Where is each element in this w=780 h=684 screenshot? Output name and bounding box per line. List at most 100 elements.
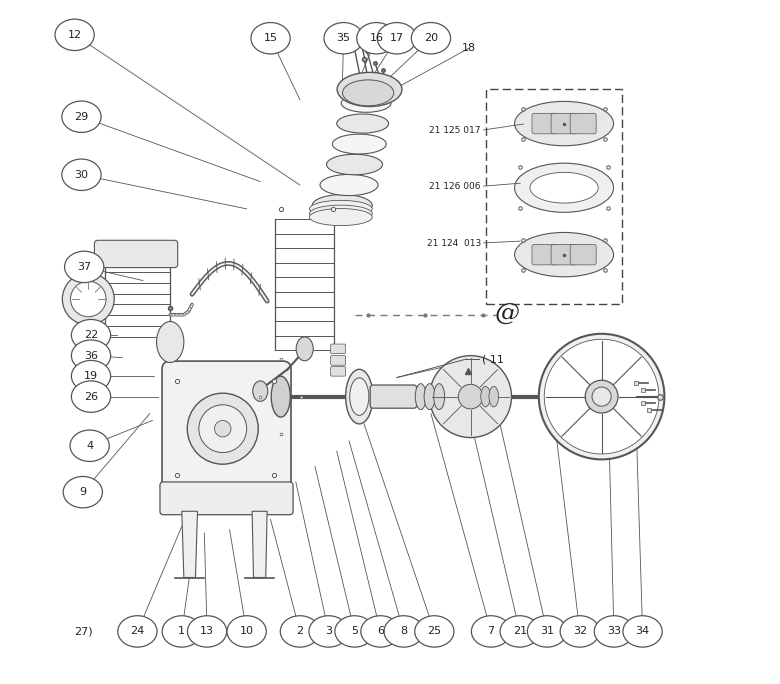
- Text: 21 124  013: 21 124 013: [427, 239, 480, 248]
- Text: 8: 8: [400, 627, 407, 636]
- Ellipse shape: [434, 384, 445, 410]
- Ellipse shape: [118, 616, 157, 647]
- Ellipse shape: [530, 172, 598, 203]
- Ellipse shape: [63, 477, 102, 508]
- Ellipse shape: [332, 134, 386, 154]
- Ellipse shape: [65, 251, 104, 282]
- Text: 19: 19: [84, 371, 98, 381]
- Text: 13: 13: [200, 627, 214, 636]
- Ellipse shape: [251, 23, 290, 54]
- Text: @: @: [495, 303, 520, 326]
- FancyBboxPatch shape: [331, 356, 346, 365]
- Text: 22: 22: [84, 330, 98, 340]
- Circle shape: [459, 384, 483, 409]
- Ellipse shape: [312, 194, 372, 216]
- Text: 16: 16: [370, 34, 383, 43]
- FancyBboxPatch shape: [162, 361, 291, 497]
- Ellipse shape: [310, 209, 372, 226]
- Ellipse shape: [560, 616, 599, 647]
- Ellipse shape: [515, 101, 614, 146]
- Text: 24: 24: [130, 627, 144, 636]
- Ellipse shape: [271, 376, 290, 417]
- FancyBboxPatch shape: [331, 367, 346, 376]
- Text: 20: 20: [424, 34, 438, 43]
- Ellipse shape: [72, 381, 111, 412]
- Ellipse shape: [527, 616, 566, 647]
- Ellipse shape: [349, 378, 369, 415]
- Ellipse shape: [324, 23, 363, 54]
- Ellipse shape: [356, 23, 396, 54]
- Ellipse shape: [335, 616, 374, 647]
- FancyBboxPatch shape: [551, 114, 577, 134]
- Ellipse shape: [500, 616, 539, 647]
- Circle shape: [70, 281, 106, 317]
- Ellipse shape: [310, 200, 372, 218]
- Circle shape: [544, 339, 659, 454]
- Text: 31: 31: [540, 627, 554, 636]
- Text: 1: 1: [179, 627, 186, 636]
- Ellipse shape: [480, 386, 491, 407]
- FancyBboxPatch shape: [551, 244, 577, 265]
- Text: 6: 6: [377, 627, 384, 636]
- Ellipse shape: [157, 321, 184, 363]
- Ellipse shape: [72, 340, 111, 371]
- Polygon shape: [182, 511, 197, 577]
- Ellipse shape: [227, 616, 266, 647]
- Ellipse shape: [253, 381, 268, 402]
- Ellipse shape: [320, 174, 378, 196]
- Ellipse shape: [384, 616, 424, 647]
- Circle shape: [592, 387, 612, 406]
- Ellipse shape: [515, 233, 614, 277]
- Text: 3: 3: [325, 627, 332, 636]
- Text: 29: 29: [74, 111, 89, 122]
- Circle shape: [430, 356, 512, 438]
- FancyBboxPatch shape: [160, 482, 293, 514]
- Text: 17: 17: [390, 34, 404, 43]
- Text: 21 125 017: 21 125 017: [429, 126, 480, 135]
- Ellipse shape: [515, 163, 614, 212]
- Text: 12: 12: [68, 30, 82, 40]
- Ellipse shape: [346, 369, 373, 424]
- Ellipse shape: [162, 616, 201, 647]
- Ellipse shape: [62, 159, 101, 190]
- Text: 26: 26: [84, 392, 98, 402]
- Ellipse shape: [411, 23, 451, 54]
- FancyBboxPatch shape: [370, 385, 417, 408]
- Ellipse shape: [594, 616, 633, 647]
- Ellipse shape: [415, 616, 454, 647]
- Ellipse shape: [471, 616, 511, 647]
- Text: ( 11: ( 11: [482, 354, 504, 364]
- Ellipse shape: [337, 73, 402, 107]
- Ellipse shape: [55, 19, 94, 51]
- FancyBboxPatch shape: [532, 114, 558, 134]
- Ellipse shape: [310, 205, 372, 222]
- Text: 18: 18: [462, 44, 476, 53]
- Ellipse shape: [62, 101, 101, 133]
- FancyBboxPatch shape: [94, 240, 178, 267]
- FancyBboxPatch shape: [570, 244, 596, 265]
- Text: 34: 34: [636, 627, 650, 636]
- Text: 30: 30: [74, 170, 88, 180]
- Ellipse shape: [70, 430, 109, 462]
- Ellipse shape: [280, 616, 320, 647]
- Ellipse shape: [623, 616, 662, 647]
- Text: 36: 36: [84, 351, 98, 360]
- Text: 32: 32: [573, 627, 587, 636]
- Text: 5: 5: [351, 627, 358, 636]
- Circle shape: [199, 405, 246, 453]
- FancyBboxPatch shape: [331, 344, 346, 354]
- FancyBboxPatch shape: [570, 114, 596, 134]
- Ellipse shape: [187, 616, 227, 647]
- Circle shape: [539, 334, 665, 460]
- Ellipse shape: [296, 337, 314, 360]
- Ellipse shape: [309, 616, 348, 647]
- Ellipse shape: [415, 384, 426, 410]
- Circle shape: [187, 393, 258, 464]
- Circle shape: [215, 421, 231, 437]
- Text: 25: 25: [427, 627, 441, 636]
- Ellipse shape: [72, 319, 111, 351]
- Ellipse shape: [424, 384, 435, 410]
- Polygon shape: [252, 511, 267, 577]
- Text: 33: 33: [607, 627, 621, 636]
- FancyBboxPatch shape: [532, 244, 558, 265]
